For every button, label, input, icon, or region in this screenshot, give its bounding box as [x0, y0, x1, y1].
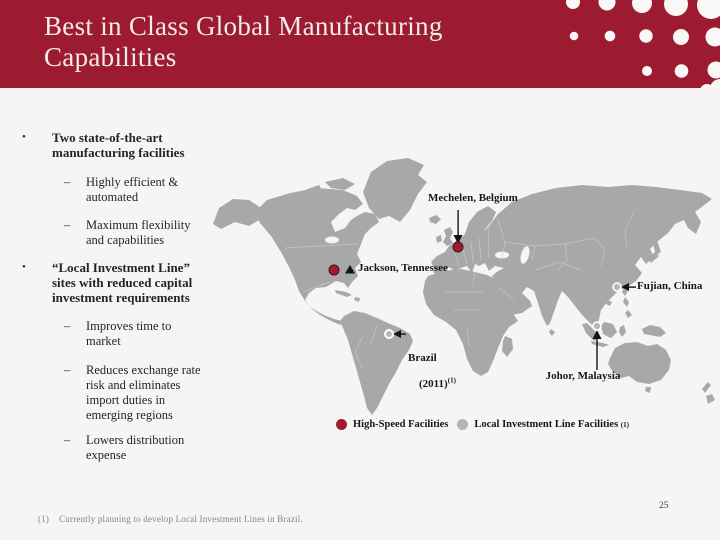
- dot-pattern-decoration: [566, 0, 720, 88]
- mechelen-arrowhead-icon: [453, 235, 463, 244]
- legend-label: Local Investment Line Facilities: [474, 419, 621, 430]
- dash-icon: –: [64, 218, 71, 232]
- marker-jackson-dot: [328, 264, 340, 276]
- marker-brazil-dot: [384, 329, 394, 339]
- brazil-year: (2011): [419, 378, 448, 390]
- legend-item-high-speed: High-Speed Facilities: [336, 419, 448, 430]
- footnote-text: Currently planning to develop Local Inve…: [59, 514, 303, 524]
- bullet-item-3: – Maximum flexibility and capabilities: [64, 218, 191, 247]
- map-label-brazil: Brazil (2011)(1): [408, 326, 456, 404]
- bullet-item-4: • “Local Investment Line” sites with red…: [22, 260, 193, 305]
- page-number: 25: [659, 501, 669, 511]
- marker-fujian-dot: [612, 282, 622, 292]
- johor-arrow-line: [596, 337, 598, 370]
- world-map: [213, 158, 715, 415]
- johor-arrowhead-icon: [592, 330, 602, 339]
- bullet-item-1: • Two state-of-the-art manufacturing fac…: [22, 130, 185, 160]
- marker-mechelen-dot: [452, 241, 464, 253]
- brazil-name: Brazil: [408, 352, 437, 364]
- bullet-icon: •: [22, 131, 26, 143]
- map-label-jackson: Jackson, Tennessee: [358, 262, 448, 274]
- country-borders: [284, 209, 636, 371]
- mechelen-arrow-line: [457, 210, 459, 236]
- bullet-item-7: – Lowers distribution expense: [64, 433, 185, 462]
- bullet-item-6: – Reduces exchange rate risk and elimina…: [64, 363, 201, 422]
- dash-icon: –: [64, 319, 71, 333]
- brazil-arrow-line: [398, 333, 406, 335]
- marker-johor-dot: [592, 321, 602, 331]
- map-legend: High-Speed Facilities Local Investment L…: [336, 419, 629, 430]
- brazil-footnote-ref: (1): [447, 376, 456, 385]
- brazil-arrowhead-icon: [393, 330, 401, 338]
- bullet-icon: •: [22, 261, 26, 273]
- jackson-triangle-icon: [345, 265, 355, 274]
- bullet-item-2: – Highly efficient & automated: [64, 175, 179, 204]
- legend-label: High-Speed Facilities: [353, 419, 449, 430]
- map-label-fujian: Fujian, China: [637, 280, 703, 292]
- dash-icon: –: [64, 363, 71, 377]
- footnote-marker: (1): [38, 514, 50, 524]
- bullet-item-5: – Improves time to market: [64, 319, 172, 348]
- map-label-mechelen: Mechelen, Belgium: [428, 192, 518, 204]
- fujian-arrowhead-icon: [621, 283, 629, 291]
- footnote: (1) Currently planning to develop Local …: [38, 514, 303, 524]
- fujian-arrow-line: [627, 286, 636, 288]
- high-speed-dot-icon: [336, 419, 347, 430]
- page-title: Best in Class Global Manufacturing Capab…: [44, 11, 443, 72]
- inland-seas: [325, 236, 530, 264]
- slide-header: Best in Class Global Manufacturing Capab…: [0, 0, 720, 88]
- continents: [213, 158, 715, 415]
- local-line-dot-icon: [457, 419, 469, 430]
- dash-icon: –: [64, 175, 71, 189]
- map-label-johor: Johor, Malaysia: [545, 370, 621, 382]
- legend-item-local-investment: Local Investment Line Facilities (1): [457, 419, 629, 430]
- dash-icon: –: [64, 433, 71, 447]
